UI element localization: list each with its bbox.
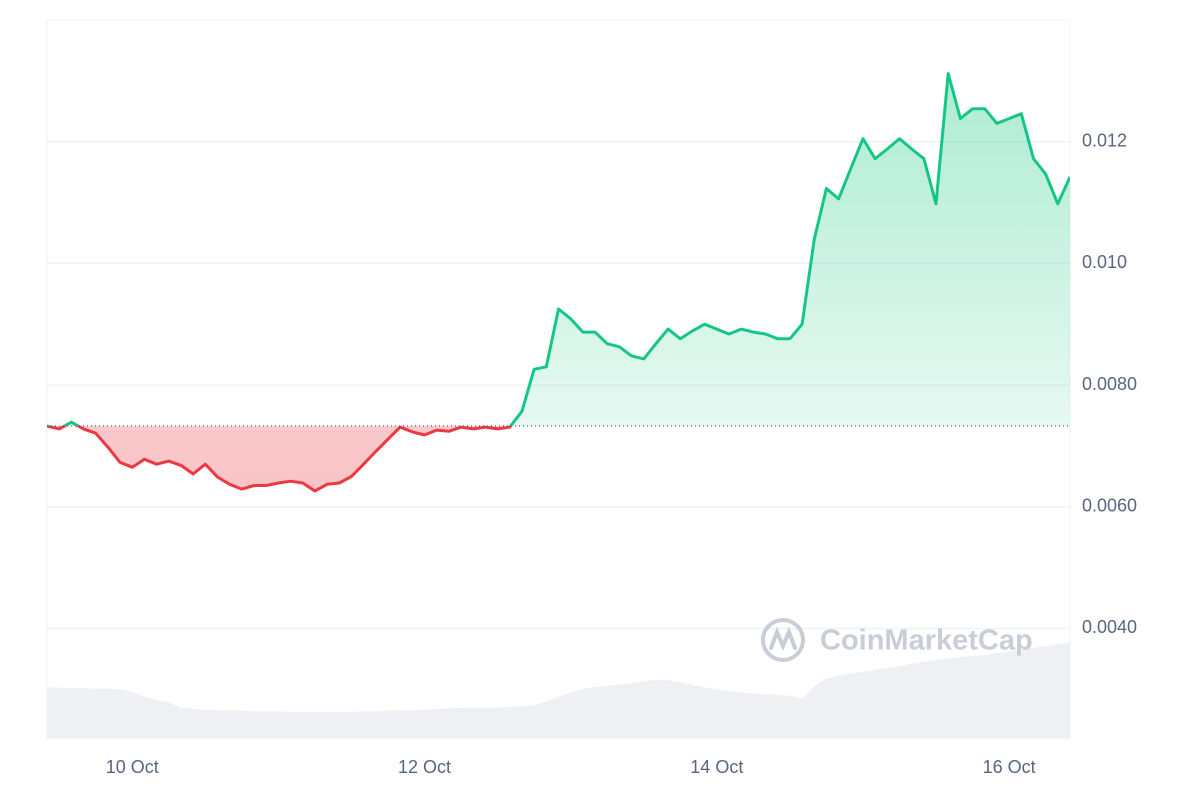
price-area-up (64, 73, 1070, 426)
watermark: CoinMarketCap (820, 625, 1033, 657)
y-tick-label: 0.012 (1082, 130, 1127, 150)
y-tick-label: 0.0080 (1082, 374, 1137, 394)
price-area-down (47, 425, 1070, 491)
y-tick-label: 0.0040 (1082, 617, 1137, 637)
x-tick-label: 10 Oct (106, 757, 159, 777)
y-tick-label: 0.010 (1082, 252, 1127, 272)
x-tick-label: 14 Oct (690, 757, 743, 777)
volume-area (47, 642, 1070, 738)
price-line-up (47, 72, 1070, 426)
plot: 0.0040 0.0060 0.0080 0.010 0.012 10 Oct 12 Oct… (46, 19, 1137, 777)
watermark-logo (761, 618, 805, 662)
x-tick-label: 12 Oct (398, 757, 451, 777)
y-tick-label: 0.0060 (1082, 496, 1137, 516)
price-line-down (47, 425, 513, 493)
x-tick-label: 16 Oct (983, 757, 1036, 777)
